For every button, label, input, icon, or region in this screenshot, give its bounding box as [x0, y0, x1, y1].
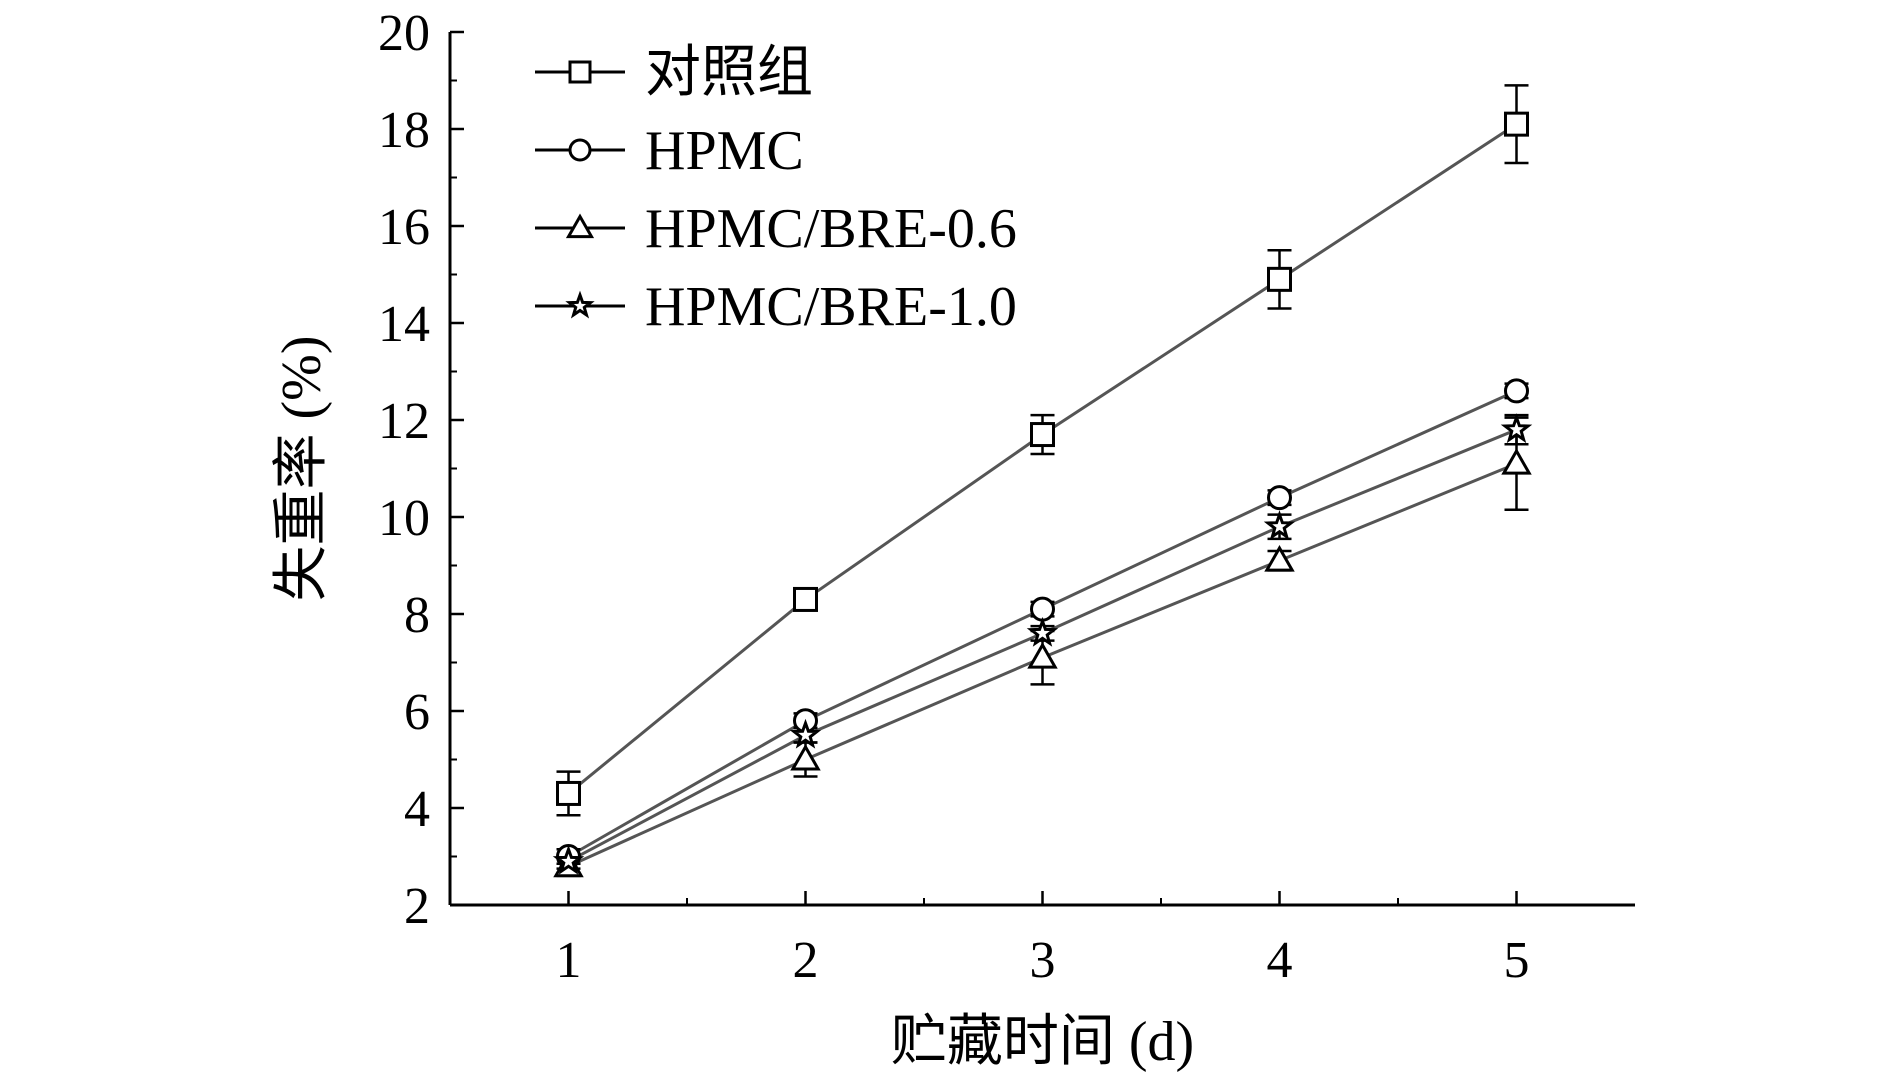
data-point [790, 743, 821, 771]
x-tick-label: 3 [1030, 932, 1056, 989]
y-tick-label: 4 [404, 781, 430, 838]
x-tick-label: 5 [1504, 932, 1530, 989]
data-point [1267, 485, 1292, 511]
x-tick-label: 2 [793, 932, 819, 989]
y-tick-label: 20 [378, 5, 430, 62]
y-tick-label: 18 [378, 102, 430, 159]
x-tick-label: 1 [556, 932, 582, 989]
legend-label: HPMC [645, 120, 804, 182]
y-tick-label: 16 [378, 199, 430, 256]
data-point [1264, 544, 1295, 572]
data-point [1030, 596, 1055, 622]
data-point [1027, 641, 1058, 669]
legend-marker [568, 138, 592, 162]
y-tick-label: 8 [404, 587, 430, 644]
data-point [793, 586, 818, 612]
x-tick-label: 4 [1267, 932, 1293, 989]
data-point [1026, 616, 1059, 647]
data-point [1500, 413, 1533, 444]
legend-marker [565, 290, 595, 319]
data-point [1030, 422, 1055, 448]
y-tick-label: 6 [404, 684, 430, 741]
y-tick-label: 12 [378, 393, 430, 450]
legend-label: HPMC/BRE-1.0 [645, 276, 1017, 338]
legend-label: HPMC/BRE-0.6 [645, 198, 1017, 260]
data-point [556, 780, 581, 806]
data-markers [552, 111, 1533, 878]
y-tick-label: 14 [378, 296, 430, 353]
data-point [1263, 510, 1296, 541]
legend: 对照组 HPMC HPMC/BRE-0.6 HPMC/BRE-1.0 [535, 42, 1017, 338]
data-point [552, 844, 585, 875]
data-point [1504, 378, 1529, 404]
y-tick-label: 2 [404, 878, 430, 935]
data-point [1504, 111, 1529, 137]
x-axis-title: 贮藏时间 (d) [891, 1011, 1194, 1073]
legend-marker [568, 60, 592, 84]
y-axis-title: 失重率 (%) [271, 336, 333, 602]
y-tick-label: 10 [378, 490, 430, 547]
data-point [1501, 447, 1532, 475]
data-point [1267, 266, 1292, 292]
legend-label: 对照组 [645, 42, 813, 104]
legend-marker [565, 213, 595, 239]
data-point [789, 718, 822, 749]
